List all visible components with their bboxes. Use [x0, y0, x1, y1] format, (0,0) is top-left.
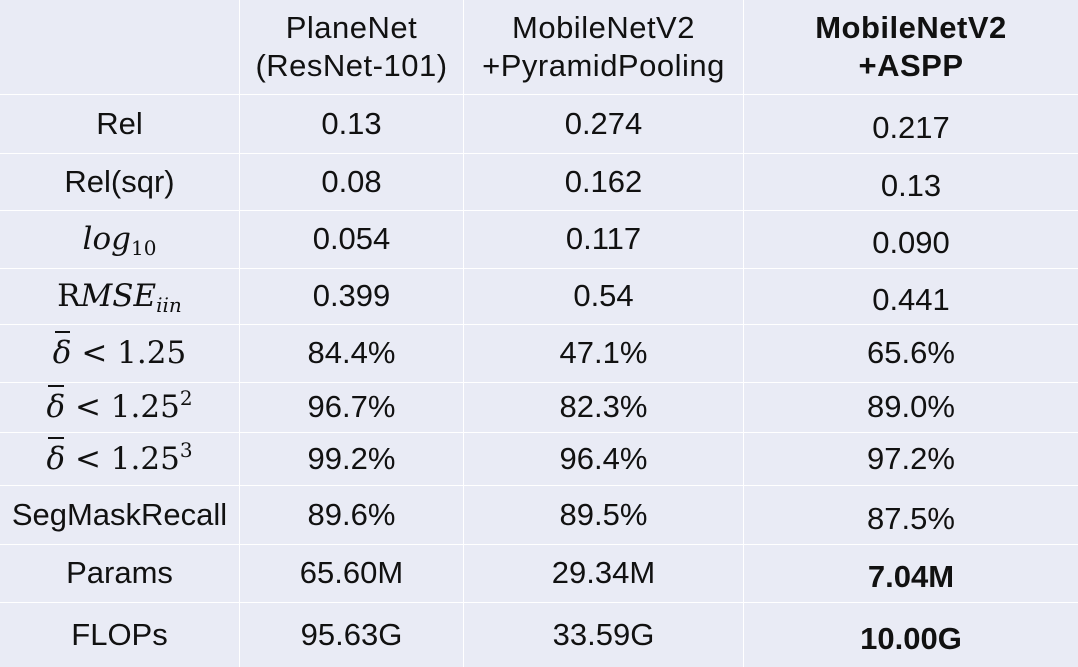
cell-delta3-pyramid: 96.4%	[464, 433, 744, 486]
cell-relsqr-planenet: 0.08	[240, 154, 464, 211]
header-planenet-line2: (ResNet-101)	[255, 48, 448, 83]
delta-symbol: δ	[46, 385, 66, 426]
cell-log10-pyramid: 0.117	[464, 211, 744, 269]
row-label-rel-sqr: Rel(sqr)	[0, 154, 240, 211]
cell-params-aspp: 7.04M	[744, 545, 1078, 603]
cell-log10-planenet: 0.054	[240, 211, 464, 269]
cell-relsqr-pyramid: 0.162	[464, 154, 744, 211]
cell-delta3-aspp: 97.2%	[744, 433, 1078, 486]
cell-relsqr-aspp: 0.13	[744, 154, 1078, 211]
header-aspp-line1: MobileNetV2	[815, 10, 1007, 45]
header-mobilenet-pyramid: MobileNetV2 +PyramidPooling	[464, 0, 744, 95]
cell-rel-aspp: 0.217	[744, 95, 1078, 154]
cell-delta1-planenet: 84.4%	[240, 325, 464, 383]
header-empty-cell	[0, 0, 240, 95]
cell-rmse-aspp: 0.441	[744, 269, 1078, 325]
cell-segmask-aspp: 87.5%	[744, 486, 1078, 545]
header-mobilenet-aspp: MobileNetV2 +ASPP	[744, 0, 1078, 95]
rmse-subscript: iin	[156, 293, 182, 318]
cell-rel-planenet: 0.13	[240, 95, 464, 154]
cell-log10-aspp: 0.090	[744, 211, 1078, 269]
header-pyramid-line1: MobileNetV2	[512, 10, 695, 45]
cell-delta1-pyramid: 47.1%	[464, 325, 744, 383]
header-pyramid-line2: +PyramidPooling	[482, 48, 725, 83]
delta-symbol: δ	[52, 331, 72, 372]
log-text: log	[82, 221, 131, 258]
cell-delta2-pyramid: 82.3%	[464, 383, 744, 433]
delta-threshold: < 1.25	[65, 440, 180, 477]
cell-segmask-pyramid: 89.5%	[464, 486, 744, 545]
rmse-prefix: R	[57, 278, 81, 315]
cell-delta3-planenet: 99.2%	[240, 433, 464, 486]
row-label-log10: log10	[0, 211, 240, 269]
row-label-flops: FLOPs	[0, 603, 240, 667]
delta-threshold: < 1.25	[71, 335, 187, 372]
log-subscript: 10	[130, 236, 157, 261]
cell-rmse-planenet: 0.399	[240, 269, 464, 325]
cell-flops-pyramid: 33.59G	[464, 603, 744, 667]
header-planenet: PlaneNet (ResNet-101)	[240, 0, 464, 95]
row-label-segmaskrecall: SegMaskRecall	[0, 486, 240, 545]
delta-exponent: 2	[179, 386, 193, 411]
header-aspp-line2: +ASPP	[858, 48, 964, 83]
cell-delta2-aspp: 89.0%	[744, 383, 1078, 433]
row-label-rel: Rel	[0, 95, 240, 154]
cell-params-planenet: 65.60M	[240, 545, 464, 603]
row-label-delta1: δ < 1.25	[0, 325, 240, 383]
cell-delta2-planenet: 96.7%	[240, 383, 464, 433]
row-label-delta2: δ < 1.252	[0, 383, 240, 433]
cell-rmse-pyramid: 0.54	[464, 269, 744, 325]
cell-rel-pyramid: 0.274	[464, 95, 744, 154]
cell-flops-planenet: 95.63G	[240, 603, 464, 667]
row-label-delta3: δ < 1.253	[0, 433, 240, 486]
row-label-rmse: RMSEiin	[0, 269, 240, 325]
header-planenet-line1: PlaneNet	[285, 10, 418, 45]
cell-delta1-aspp: 65.6%	[744, 325, 1078, 383]
row-label-params: Params	[0, 545, 240, 603]
cell-params-pyramid: 29.34M	[464, 545, 744, 603]
cell-flops-aspp: 10.00G	[860, 620, 962, 656]
delta-symbol: δ	[46, 436, 66, 477]
delta-threshold: < 1.25	[65, 389, 180, 426]
delta-exponent: 3	[179, 437, 193, 462]
cell-segmask-planenet: 89.6%	[240, 486, 464, 545]
rmse-italic: MSE	[80, 278, 157, 315]
